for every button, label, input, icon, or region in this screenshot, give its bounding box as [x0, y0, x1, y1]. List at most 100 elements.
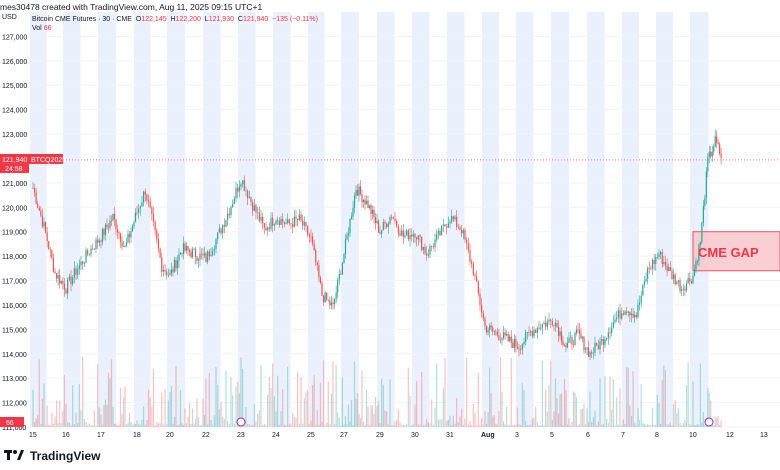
volume-bar: [612, 379, 614, 427]
candle-body: [193, 248, 195, 250]
candle-body: [85, 250, 87, 263]
candle-body: [83, 262, 85, 264]
volume-bar: [528, 424, 530, 427]
candle-body: [447, 223, 449, 228]
candle-body: [208, 251, 210, 257]
cme-gap-label: CME GAP: [698, 245, 759, 260]
volume-bar: [188, 403, 191, 427]
candle-body: [252, 202, 254, 211]
price-chart[interactable]: 127,000 126,000 125,000 124,000 123,000 121,0…: [0, 12, 780, 442]
volume-bar: [322, 360, 325, 427]
candle-body: [373, 209, 375, 218]
candle-body: [684, 288, 686, 291]
event-marker-icon: [704, 417, 714, 427]
candle-body: [235, 188, 237, 199]
volume-bar: [154, 424, 156, 427]
candle-body: [143, 191, 145, 203]
candle-body: [277, 220, 279, 222]
candle-body: [161, 257, 163, 272]
volume-bar: [103, 405, 105, 427]
volume-bar: [474, 412, 476, 427]
session-band: [587, 12, 605, 427]
candle-body: [655, 257, 657, 264]
session-band: [167, 12, 185, 427]
candle-body: [72, 277, 74, 285]
volume-bar: [373, 413, 375, 427]
candle-body: [282, 218, 284, 222]
candle-body: [581, 336, 584, 339]
volume-bar: [501, 391, 503, 427]
candle-body: [382, 222, 384, 231]
candle-body: [207, 251, 209, 262]
volume-bar: [332, 361, 334, 427]
candle-body: [669, 266, 671, 271]
volume-bar: [80, 410, 82, 427]
candle-body: [404, 235, 406, 238]
volume-bar: [469, 420, 471, 427]
y-tick-label: 123,000: [2, 132, 27, 139]
volume-bar: [59, 400, 61, 427]
volume-bar: [75, 412, 77, 427]
candle-body: [365, 200, 368, 205]
volume-bar: [481, 417, 483, 427]
volume-bar: [65, 403, 67, 427]
volume-bar: [597, 421, 599, 427]
volume-bar: [124, 386, 126, 427]
candle-body: [196, 257, 198, 261]
candle-body: [152, 213, 155, 222]
volume-bar: [402, 424, 404, 427]
candle-body: [151, 207, 153, 214]
candle-body: [280, 218, 282, 225]
volume-bar: [645, 424, 647, 427]
volume-bar: [54, 416, 56, 427]
volume-bar: [341, 377, 344, 427]
volume-bar: [642, 422, 644, 427]
volume-bar: [606, 418, 608, 427]
volume-bar: [451, 424, 453, 427]
session-band: [482, 12, 499, 427]
volume-bar: [656, 394, 658, 427]
candle-body: [374, 217, 377, 223]
volume-bar: [714, 416, 716, 427]
volume-bar: [523, 389, 525, 427]
candle-body: [506, 334, 508, 336]
volume-bar: [436, 363, 438, 427]
candle-body: [556, 323, 558, 327]
candle-body: [551, 321, 553, 326]
volume-bar: [672, 404, 675, 427]
volume-bar: [509, 424, 511, 427]
candle-body: [476, 276, 478, 282]
volume-bar: [288, 424, 290, 427]
volume-bar: [397, 409, 399, 427]
volume-bar: [471, 424, 473, 427]
y-tick-label: 121,000: [2, 181, 27, 188]
candle-body: [449, 221, 451, 224]
x-tick-label: 18: [133, 432, 141, 439]
volume-bar: [267, 394, 269, 427]
candle-body: [597, 345, 599, 350]
candle-body: [298, 214, 300, 221]
volume-bar: [437, 419, 439, 427]
candle-body: [110, 220, 113, 222]
volume-bar: [335, 365, 337, 427]
volume-bar: [530, 424, 532, 427]
volume-bar: [687, 362, 689, 427]
volume-bar: [711, 424, 713, 427]
candle-body: [199, 253, 201, 260]
candle-body: [103, 228, 105, 235]
volume-bar: [352, 424, 354, 427]
candle-body: [397, 226, 399, 233]
volume-bar: [113, 423, 116, 427]
volume-bar: [170, 385, 173, 427]
volume-bar: [121, 414, 123, 427]
volume-bar: [151, 406, 153, 427]
volume-bar: [40, 424, 42, 427]
chart-area[interactable]: 127,000 126,000 125,000 124,000 123,000 121,0…: [0, 12, 780, 442]
x-tick-label: 23: [237, 432, 245, 439]
volume-bar: [538, 424, 540, 427]
volume-bar: [35, 418, 37, 427]
volume-bar: [557, 413, 560, 427]
volume-bar: [141, 419, 143, 427]
candle-body: [97, 239, 99, 243]
volume-bar: [173, 416, 176, 427]
